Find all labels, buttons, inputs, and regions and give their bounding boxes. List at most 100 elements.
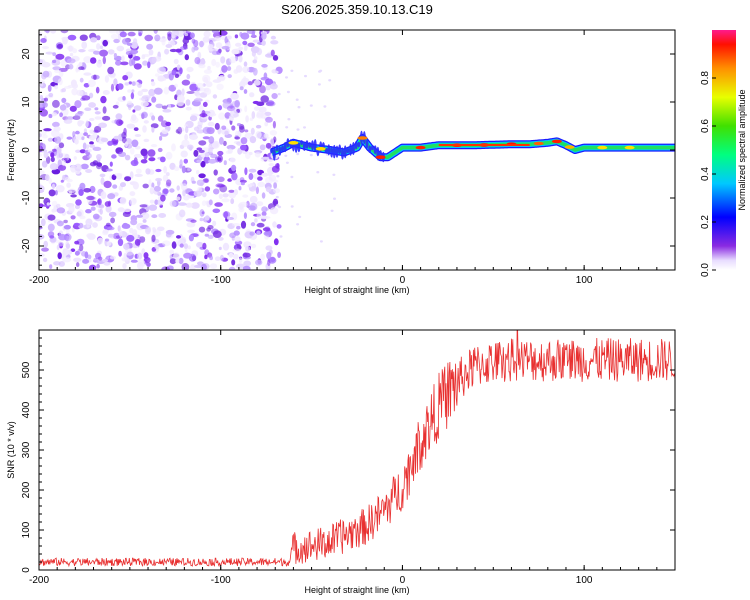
- noise-blob: [171, 69, 177, 76]
- noise-blob: [73, 156, 77, 160]
- colorbar-tick-label: 0.4: [700, 167, 711, 181]
- noise-blob: [147, 61, 151, 69]
- signal-speckle: [365, 139, 369, 149]
- noise-blob: [265, 142, 272, 149]
- noise-blob: [214, 36, 222, 42]
- noise-blob: [159, 66, 167, 72]
- noise-blob: [158, 213, 167, 218]
- noise-blob: [217, 157, 222, 162]
- noise-blob: [223, 140, 227, 146]
- noise-blob: [124, 154, 131, 161]
- noise-blob: [148, 179, 152, 187]
- noise-blob: [238, 206, 245, 213]
- noise-blob: [290, 205, 294, 208]
- noise-blob: [169, 188, 175, 193]
- noise-blob: [183, 252, 192, 259]
- noise-blob: [198, 226, 206, 233]
- noise-blob: [215, 183, 225, 188]
- noise-blob: [129, 197, 137, 206]
- noise-blob: [222, 193, 229, 198]
- noise-blob: [155, 168, 162, 173]
- noise-blob: [275, 195, 279, 199]
- noise-blob: [155, 177, 163, 182]
- noise-blob: [143, 252, 149, 259]
- noise-blob: [247, 184, 253, 188]
- noise-blob: [254, 151, 261, 158]
- noise-blob: [227, 148, 233, 154]
- noise-blob: [100, 95, 107, 104]
- signal-speckle: [311, 140, 314, 151]
- noise-blob: [221, 45, 230, 50]
- noise-blob: [117, 207, 125, 213]
- noise-blob: [250, 222, 256, 227]
- signal-hotspot: [288, 141, 299, 145]
- noise-blob: [118, 151, 127, 157]
- noise-blob: [153, 185, 161, 192]
- noise-blob: [148, 157, 156, 162]
- signal-speckle: [305, 140, 309, 149]
- noise-blob: [119, 31, 127, 38]
- noise-blob: [278, 205, 282, 209]
- noise-blob: [204, 254, 208, 260]
- noise-blob: [187, 229, 196, 234]
- noise-blob: [124, 82, 130, 86]
- noise-blob: [212, 208, 221, 214]
- noise-blob: [189, 134, 198, 141]
- y-tick-label: 20: [21, 48, 32, 60]
- noise-blob: [113, 135, 120, 140]
- noise-blob: [191, 38, 196, 44]
- noise-blob: [181, 183, 188, 191]
- noise-blob: [148, 204, 158, 211]
- noise-blob: [204, 186, 211, 192]
- noise-blob: [162, 240, 171, 247]
- noise-blob: [264, 121, 269, 127]
- noise-blob: [51, 129, 60, 138]
- x-tick-label: -100: [211, 575, 231, 586]
- noise-blob: [317, 83, 321, 86]
- noise-blob: [256, 222, 265, 228]
- noise-blob: [211, 58, 217, 67]
- noise-blob: [198, 149, 205, 153]
- noise-blob: [151, 214, 158, 219]
- noise-blob: [229, 157, 236, 163]
- noise-blob: [42, 134, 48, 139]
- noise-blob: [209, 113, 213, 118]
- noise-blob: [186, 91, 195, 94]
- noise-blob: [261, 216, 271, 219]
- noise-blob: [152, 227, 156, 231]
- snr-plot: -200 -100 0 100 0 100 200 300 400 500 Height of s…: [6, 329, 676, 595]
- noise-blob: [42, 257, 48, 263]
- noise-blob: [242, 252, 251, 258]
- noise-blob: [57, 252, 62, 260]
- noise-blob: [195, 82, 205, 89]
- noise-blob: [246, 200, 250, 208]
- y-tick-label: 200: [21, 481, 32, 498]
- y-tick-label: 300: [21, 441, 32, 458]
- noise-blob: [218, 246, 222, 251]
- noise-blob: [61, 159, 66, 166]
- noise-blob: [273, 238, 279, 246]
- noise-blob: [112, 104, 119, 109]
- noise-blob: [188, 234, 194, 242]
- noise-blob: [247, 42, 255, 47]
- noise-blob: [40, 218, 46, 227]
- noise-blob: [229, 56, 237, 64]
- noise-blob: [104, 238, 110, 242]
- noise-blob: [179, 159, 183, 167]
- noise-blob: [130, 219, 138, 226]
- noise-blob: [187, 144, 194, 150]
- noise-blob: [203, 30, 211, 38]
- noise-blob: [133, 127, 139, 131]
- noise-blob: [223, 160, 227, 166]
- signal-speckle: [368, 145, 372, 153]
- noise-blob: [110, 83, 115, 92]
- noise-blob: [69, 105, 77, 112]
- noise-blob: [81, 95, 91, 101]
- noise-blob: [259, 144, 266, 151]
- noise-blob: [52, 52, 57, 57]
- noise-blob: [43, 151, 49, 159]
- noise-blob: [277, 251, 281, 258]
- noise-blob: [79, 77, 84, 83]
- noise-blob: [141, 88, 149, 93]
- noise-blob: [117, 238, 124, 247]
